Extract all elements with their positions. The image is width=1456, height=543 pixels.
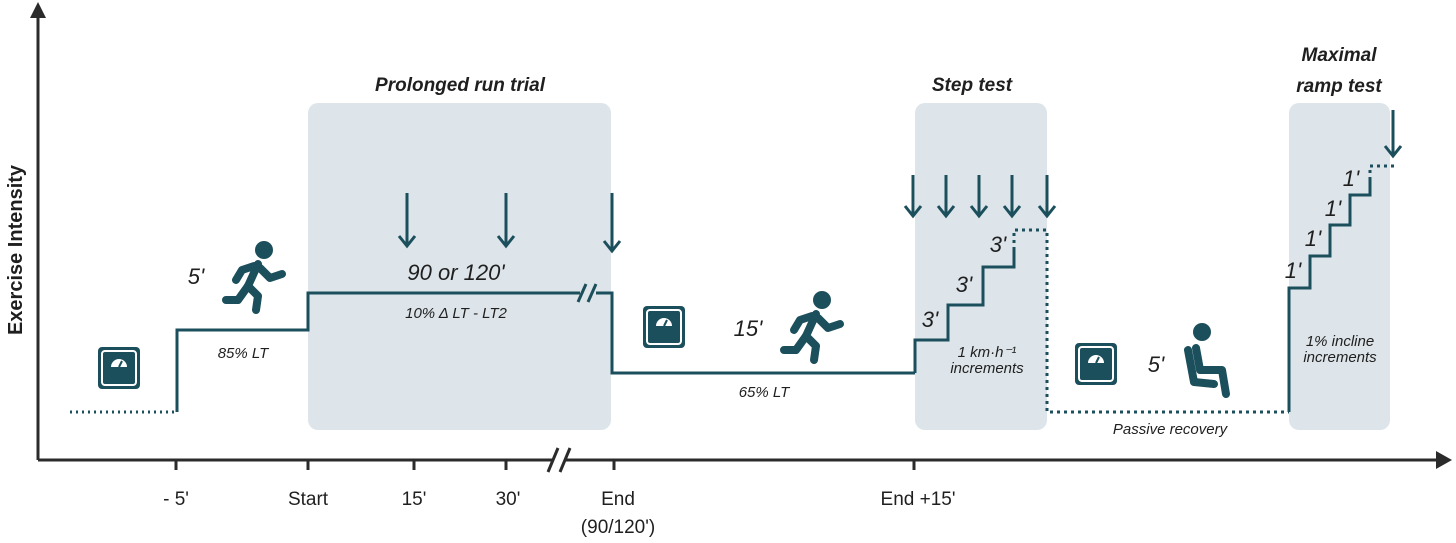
x-axis-break-mark xyxy=(546,447,560,473)
x-tick-label: End +15' xyxy=(881,489,956,510)
runner-icon xyxy=(780,291,844,364)
down-arrow-icon xyxy=(969,175,989,219)
intensity-warmup xyxy=(175,291,580,412)
break-mark xyxy=(586,283,598,303)
break-mark xyxy=(576,283,588,303)
intensity-prolonged-end xyxy=(596,291,915,375)
x-axis-break-mark xyxy=(558,447,572,473)
down-arrow-icon xyxy=(602,193,622,254)
scale-icon xyxy=(1075,343,1117,385)
step-increment-line1: 1 km·h⁻¹ xyxy=(958,344,1017,361)
down-arrow-icon xyxy=(936,175,956,219)
warmup-duration: 5' xyxy=(188,264,205,289)
ramp-test-title-line2: ramp test xyxy=(1296,76,1382,97)
runner-icon xyxy=(222,241,286,314)
down-arrow-icon xyxy=(397,193,417,249)
ramp-step-duration: 1' xyxy=(1343,166,1360,191)
ramp-step-duration: 1' xyxy=(1285,258,1302,283)
x-tick-label: (90/120') xyxy=(581,517,655,538)
x-tick-label: 30' xyxy=(496,489,521,510)
step-increment-line2: increments xyxy=(950,360,1024,377)
recovery-duration: 5' xyxy=(1148,352,1165,377)
down-arrow-icon xyxy=(1037,175,1057,219)
step-test-box xyxy=(915,103,1047,430)
step-duration: 3' xyxy=(956,272,973,297)
down-arrow-icon xyxy=(1383,110,1403,159)
transition-duration: 15' xyxy=(734,316,763,341)
intensity-ramp-test-dotted xyxy=(1368,164,1394,180)
intensity-ramp-test xyxy=(1287,180,1372,412)
transition-intensity: 65% LT xyxy=(739,384,791,401)
prolonged-run-box xyxy=(308,103,611,430)
ramp-step-duration: 1' xyxy=(1325,196,1342,221)
step-duration: 3' xyxy=(922,307,939,332)
prolonged-run-title: Prolonged run trial xyxy=(375,75,546,96)
step-test-title: Step test xyxy=(932,75,1013,96)
intensity-step-test-dotted xyxy=(1012,228,1289,414)
y-axis-label: Exercise Intensity xyxy=(5,164,27,335)
x-tick-label: 15' xyxy=(402,489,427,510)
x-tick-label: - 5' xyxy=(163,489,189,510)
ramp-test-box xyxy=(1289,103,1390,430)
prolonged-duration: 90 or 120' xyxy=(407,260,505,285)
intensity-step-test xyxy=(913,250,1016,373)
ramp-step-duration: 1' xyxy=(1305,226,1322,251)
x-tick-label: Start xyxy=(288,489,329,510)
down-arrow-icon xyxy=(1002,175,1022,219)
warmup-intensity: 85% LT xyxy=(218,345,270,362)
y-axis-arrowhead xyxy=(30,2,46,18)
down-arrow-icon xyxy=(903,175,923,219)
scale-icon xyxy=(643,306,685,348)
seated-person-icon xyxy=(1184,323,1230,398)
scale-icon xyxy=(98,347,140,389)
ramp-test-title-line1: Maximal xyxy=(1302,45,1378,66)
step-duration: 3' xyxy=(990,232,1007,257)
down-arrow-icon xyxy=(496,193,516,249)
ramp-increment-line1: 1% incline xyxy=(1306,333,1374,350)
ramp-increment-line2: increments xyxy=(1303,349,1377,366)
x-axis-arrowhead xyxy=(1436,451,1452,469)
prolonged-intensity: 10% Δ LT - LT2 xyxy=(405,305,507,322)
x-tick-label: End xyxy=(601,489,635,510)
recovery-label: Passive recovery xyxy=(1113,421,1229,438)
